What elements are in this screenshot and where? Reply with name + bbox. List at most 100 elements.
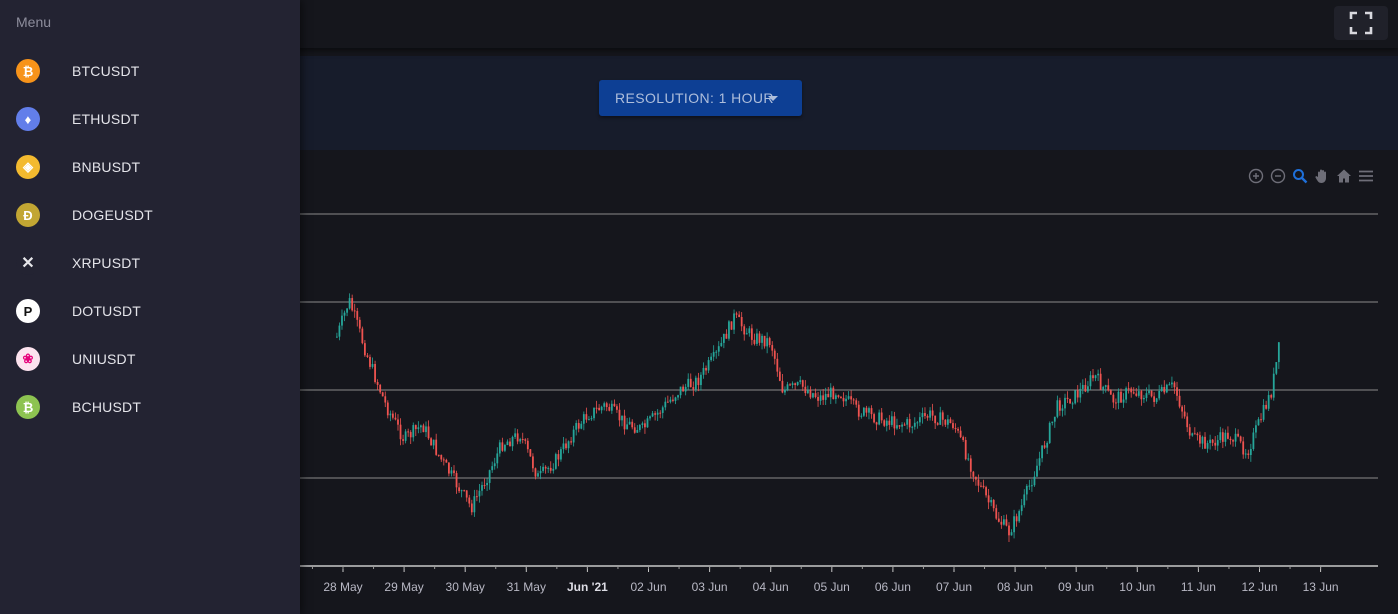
- candle: [860, 413, 863, 419]
- candle: [381, 391, 384, 397]
- selection-zoom-icon[interactable]: [1292, 168, 1308, 184]
- candle: [1064, 393, 1066, 416]
- candle: [470, 499, 473, 516]
- candle: [1221, 428, 1224, 449]
- candle: [1209, 434, 1212, 450]
- candle: [1010, 529, 1013, 536]
- candle: [509, 437, 511, 447]
- candle: [677, 394, 679, 401]
- candle: [1196, 432, 1199, 441]
- candle: [901, 422, 903, 433]
- menu-item-dogeusdt[interactable]: Ð DOGEUSDT: [0, 191, 300, 239]
- x-tick-label: 28 May: [323, 580, 362, 594]
- candle: [1097, 369, 1099, 381]
- candle: [420, 424, 422, 433]
- candle: [674, 396, 677, 405]
- menu-item-bchusdt[interactable]: ₿ BCHUSDT: [0, 383, 300, 431]
- menu-item-uniusdt[interactable]: ❀ UNIUSDT: [0, 335, 300, 383]
- candle: [832, 385, 835, 400]
- candle: [1087, 381, 1089, 394]
- candle: [880, 408, 883, 424]
- candle: [353, 303, 356, 318]
- candle: [992, 498, 995, 512]
- candle: [977, 474, 980, 493]
- candle: [1053, 416, 1056, 428]
- candle: [1117, 388, 1120, 410]
- menu-item-ethusdt[interactable]: ♦ ETHUSDT: [0, 95, 300, 143]
- pan-hand-icon[interactable]: [1314, 168, 1330, 184]
- candlestick-chart[interactable]: 28 May 29 May 30 May 31 May Jun '21 02 Jun 03 …: [0, 150, 1398, 614]
- candle: [819, 390, 822, 405]
- candle: [486, 478, 488, 491]
- candle: [796, 381, 799, 387]
- candle: [379, 383, 382, 394]
- candle: [363, 340, 366, 357]
- candle: [468, 494, 471, 508]
- candle: [504, 443, 506, 453]
- zoom-out-icon[interactable]: [1270, 168, 1286, 184]
- candle: [644, 419, 646, 434]
- candle: [605, 401, 608, 412]
- candle: [526, 437, 529, 453]
- menu-item-bnbusdt[interactable]: ◈ BNBUSDT: [0, 143, 300, 191]
- candle: [1211, 438, 1214, 447]
- menu-item-dotusdt[interactable]: P DOTUSDT: [0, 287, 300, 335]
- candle: [1252, 427, 1255, 451]
- candle: [934, 415, 937, 429]
- candle: [748, 326, 751, 337]
- candle: [758, 331, 761, 346]
- candle: [1242, 436, 1245, 459]
- resolution-dropdown[interactable]: Resolution: 1 hour: [599, 80, 802, 116]
- candle: [949, 417, 952, 424]
- candle: [409, 430, 412, 445]
- candle: [1137, 385, 1140, 398]
- caret-down-icon: [768, 96, 778, 101]
- candle: [1066, 391, 1069, 404]
- candle: [465, 490, 468, 502]
- candle: [1181, 405, 1184, 419]
- menu-item-btcusdt[interactable]: ₿ BTCUSDT: [0, 47, 300, 95]
- candle: [931, 403, 934, 421]
- candle: [857, 400, 860, 421]
- candle: [669, 396, 672, 404]
- candle: [875, 421, 878, 431]
- candle: [1059, 397, 1061, 416]
- candle: [1229, 436, 1232, 445]
- candle: [799, 376, 802, 385]
- candle: [590, 415, 593, 421]
- candle: [659, 410, 662, 419]
- menu-item-xrpusdt[interactable]: ✕ XRPUSDT: [0, 239, 300, 287]
- candle: [855, 398, 858, 408]
- candle: [962, 435, 965, 442]
- candle: [638, 424, 641, 433]
- candle: [1046, 441, 1049, 455]
- candle: [1025, 484, 1028, 501]
- candle: [595, 400, 598, 414]
- candle: [560, 446, 562, 462]
- candle: [488, 469, 491, 490]
- menu-icon[interactable]: [1358, 168, 1374, 184]
- candle: [544, 465, 547, 474]
- candle: [1145, 387, 1148, 402]
- candle: [1033, 471, 1036, 487]
- candle: [481, 481, 483, 496]
- candle: [1260, 413, 1262, 423]
- candle: [463, 489, 466, 492]
- candle: [672, 394, 674, 403]
- candle: [883, 419, 886, 428]
- candle: [1257, 417, 1260, 426]
- zoom-in-icon[interactable]: [1248, 168, 1264, 184]
- candle: [911, 425, 914, 434]
- candle: [356, 307, 359, 327]
- candle: [801, 379, 804, 391]
- home-reset-icon[interactable]: [1336, 168, 1352, 184]
- candle: [1104, 384, 1107, 393]
- candle: [511, 435, 514, 451]
- candle: [417, 421, 420, 434]
- candle: [1186, 412, 1189, 433]
- candle: [743, 324, 746, 341]
- x-tick-label: 06 Jun: [875, 580, 911, 594]
- candle: [641, 421, 644, 429]
- fullscreen-button[interactable]: [1334, 6, 1388, 40]
- candle: [386, 400, 389, 419]
